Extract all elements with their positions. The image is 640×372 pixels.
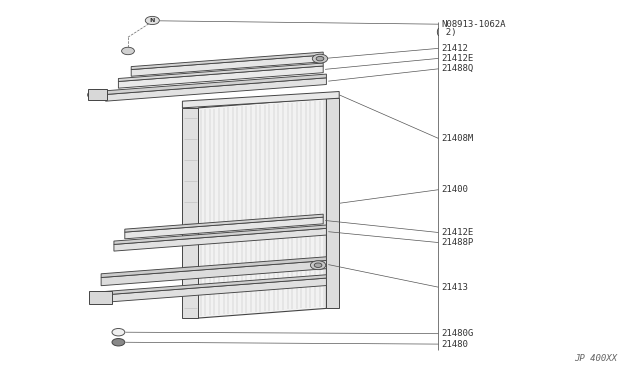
Circle shape [310, 261, 326, 270]
Text: 21412E: 21412E [442, 54, 474, 63]
Circle shape [92, 293, 109, 302]
Text: 21488Q: 21488Q [442, 64, 474, 73]
Polygon shape [89, 291, 112, 304]
Circle shape [92, 92, 101, 97]
Polygon shape [118, 66, 323, 88]
Circle shape [88, 90, 106, 100]
Circle shape [122, 47, 134, 55]
Polygon shape [182, 92, 339, 108]
Text: 21488P: 21488P [442, 238, 474, 247]
Polygon shape [93, 275, 326, 296]
Polygon shape [182, 108, 198, 318]
Text: N08913-1062A: N08913-1062A [442, 20, 506, 29]
Text: JP 400XX: JP 400XX [575, 354, 618, 363]
Polygon shape [125, 217, 323, 239]
Text: 21408M: 21408M [442, 134, 474, 143]
Circle shape [112, 339, 125, 346]
Polygon shape [101, 257, 326, 278]
Text: 21412E: 21412E [442, 228, 474, 237]
Text: ( 2): ( 2) [435, 28, 457, 37]
Circle shape [145, 16, 159, 25]
Polygon shape [131, 52, 323, 70]
Polygon shape [88, 89, 107, 100]
Polygon shape [118, 63, 323, 81]
Circle shape [316, 57, 324, 61]
Circle shape [96, 295, 105, 300]
Polygon shape [326, 98, 339, 308]
Text: N: N [150, 18, 155, 23]
Circle shape [312, 54, 328, 63]
Text: 21480: 21480 [442, 340, 468, 349]
Polygon shape [114, 225, 326, 244]
Circle shape [112, 328, 125, 336]
Circle shape [314, 263, 322, 267]
Text: 21413: 21413 [442, 283, 468, 292]
Text: 21400: 21400 [442, 185, 468, 194]
Polygon shape [106, 78, 326, 101]
Polygon shape [93, 278, 326, 303]
Polygon shape [125, 214, 323, 232]
Text: 21412: 21412 [442, 44, 468, 53]
Polygon shape [131, 55, 323, 76]
Polygon shape [101, 260, 326, 286]
Polygon shape [114, 228, 326, 251]
Text: 21480G: 21480G [442, 329, 474, 338]
Polygon shape [198, 98, 326, 318]
Polygon shape [106, 74, 326, 94]
